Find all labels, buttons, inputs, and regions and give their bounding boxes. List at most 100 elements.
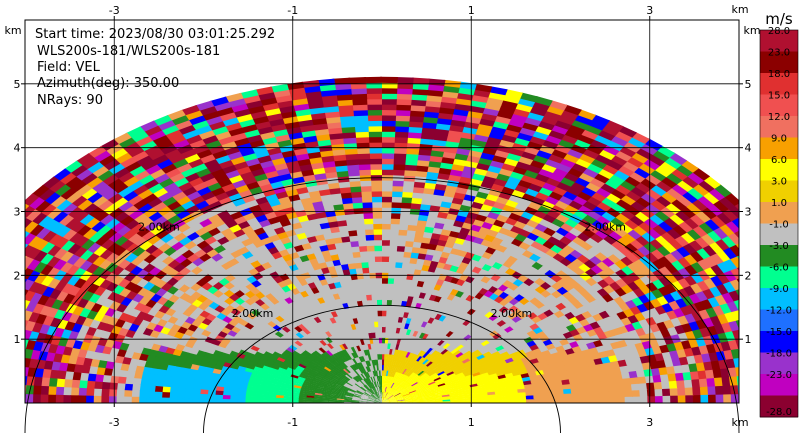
velocity-cell: [392, 390, 399, 396]
velocity-cell: [683, 263, 699, 276]
velocity-cell: [556, 397, 565, 403]
velocity-cell: [606, 373, 616, 381]
velocity-cell: [425, 368, 434, 374]
velocity-cell: [708, 285, 723, 298]
velocity-cell: [470, 369, 480, 375]
velocity-cell: [428, 382, 438, 387]
velocity-cell: [408, 389, 417, 393]
velocity-cell: [447, 387, 457, 392]
velocity-cell: [0, 248, 14, 261]
velocity-cell: [380, 76, 398, 84]
velocity-cell: [424, 389, 434, 393]
velocity-cell: [533, 394, 543, 400]
velocity-cell: [688, 239, 704, 252]
velocity-cell: [517, 388, 527, 393]
velocity-cell: [428, 355, 437, 362]
velocity-cell: [387, 395, 395, 400]
velocity-cell: [411, 373, 419, 379]
velocity-cell: [0, 260, 14, 273]
velocity-cell: [710, 359, 721, 370]
velocity-cell: [634, 147, 654, 160]
velocity-cell: [381, 245, 390, 252]
velocity-cell: [389, 223, 400, 230]
velocity-cell: [397, 386, 404, 392]
velocity-cell: [424, 367, 432, 373]
velocity-cell: [702, 175, 721, 189]
velocity-cell: [407, 387, 415, 392]
velocity-cell: [381, 299, 388, 306]
velocity-cell: [1, 284, 15, 297]
velocity-cell: [562, 383, 572, 390]
velocity-cell: [651, 149, 671, 162]
velocity-cell: [394, 393, 402, 397]
velocity-cell: [663, 358, 675, 368]
velocity-cell: [465, 362, 475, 368]
velocity-cell: [610, 360, 621, 368]
velocity-cell: [412, 399, 421, 401]
velocity-cell: [654, 180, 673, 193]
velocity-cell: [656, 145, 676, 158]
velocity-cell: [418, 392, 427, 396]
velocity-cell: [411, 366, 419, 373]
velocity-cell: [683, 253, 698, 265]
velocity-cell: [674, 297, 688, 309]
velocity-cell: [639, 388, 649, 397]
velocity-cell: [443, 367, 452, 373]
velocity-cell: [395, 385, 403, 391]
velocity-cell: [410, 393, 419, 397]
velocity-cell: [473, 361, 484, 368]
velocity-cell: [520, 356, 531, 363]
velocity-cell: [380, 212, 392, 219]
velocity-cell: [477, 384, 487, 389]
velocity-cell: [395, 395, 404, 399]
velocity-cell: [670, 279, 685, 291]
velocity-cell: [665, 187, 683, 200]
velocity-cell: [456, 390, 466, 394]
velocity-cell: [430, 356, 439, 363]
velocity-cell: [387, 395, 395, 400]
velocity-cell: [468, 380, 478, 386]
velocity-cell: [504, 357, 515, 364]
velocity-cell: [473, 400, 482, 403]
velocity-cell: [696, 258, 712, 271]
velocity-cell: [669, 248, 685, 261]
velocity-cell: [601, 390, 611, 398]
velocity-cell: [381, 239, 390, 246]
velocity-cell: [609, 396, 619, 403]
velocity-cell: [459, 365, 469, 371]
velocity-cell: [406, 386, 415, 391]
velocity-cell: [675, 194, 693, 207]
velocity-cell: [702, 276, 717, 289]
velocity-cell: [475, 379, 485, 384]
velocity-cell: [714, 293, 728, 306]
velocity-cell: [712, 226, 729, 240]
velocity-cell: [419, 397, 428, 400]
velocity-cell: [623, 175, 641, 187]
velocity-cell: [381, 348, 385, 355]
velocity-cell: [381, 223, 391, 230]
velocity-cell: [408, 379, 416, 385]
velocity-cell: [412, 374, 420, 380]
velocity-cell: [387, 277, 395, 284]
velocity-cell: [523, 383, 534, 389]
velocity-cell: [660, 230, 676, 243]
velocity-cell: [518, 395, 527, 400]
velocity-cell: [484, 364, 494, 370]
velocity-cell: [366, 125, 382, 132]
velocity-cell: [716, 271, 731, 285]
velocity-cell: [422, 374, 431, 380]
velocity-cell: [682, 371, 693, 381]
velocity-cell: [388, 396, 396, 400]
velocity-cell: [417, 391, 427, 395]
velocity-cell: [634, 362, 645, 371]
velocity-cell: [389, 218, 401, 225]
velocity-cell: [571, 361, 582, 369]
velocity-cell: [438, 372, 448, 378]
velocity-cell: [704, 368, 715, 379]
velocity-cell: [405, 385, 414, 391]
velocity-cell: [411, 381, 419, 387]
velocity-cell: [617, 164, 635, 177]
velocity-cell: [451, 357, 461, 363]
velocity-cell: [662, 395, 672, 403]
velocity-cell: [490, 375, 500, 381]
